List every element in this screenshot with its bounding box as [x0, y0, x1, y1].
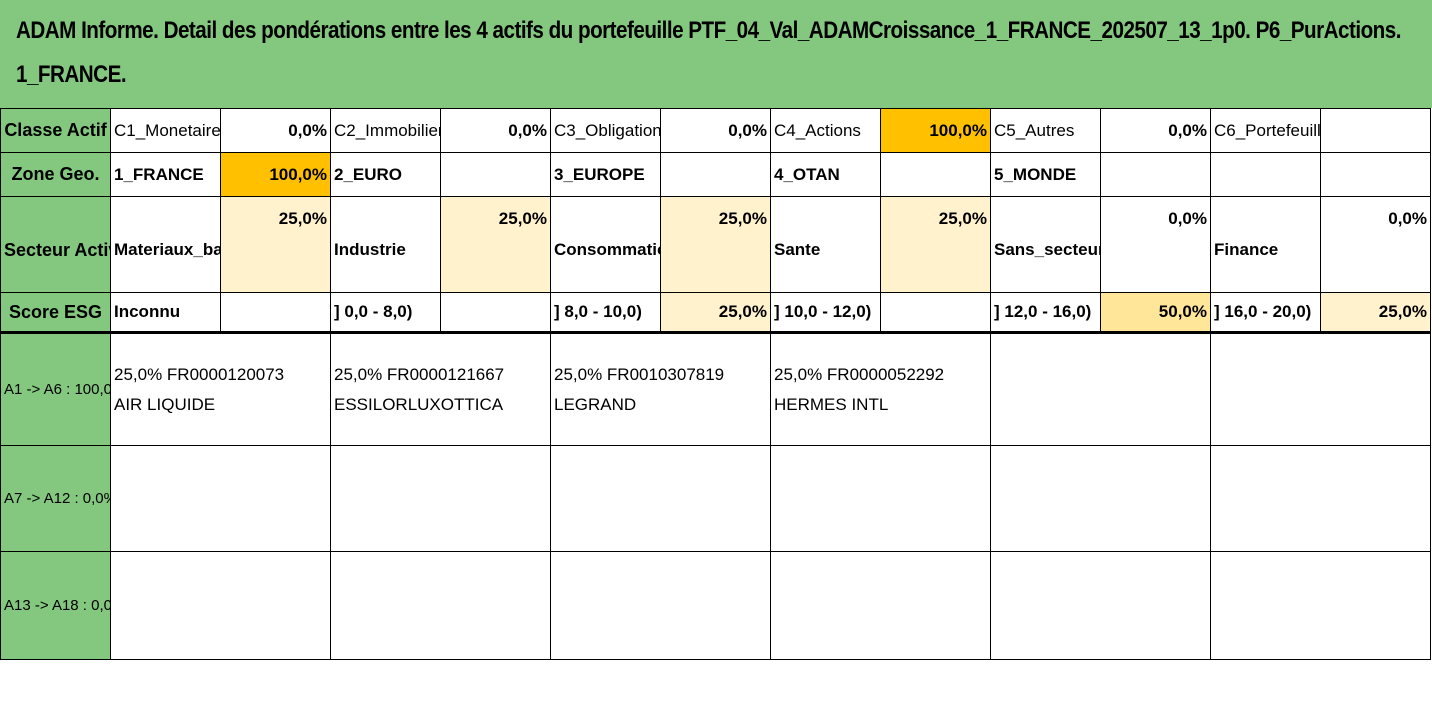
secteur-item-value: 25,0% — [880, 196, 991, 293]
zone-item-name: 3_EUROPE — [550, 152, 661, 197]
zone-item-value — [880, 152, 991, 197]
asset-cell-empty — [110, 551, 331, 660]
asset-cell: 25,0% FR0010307819 LEGRAND — [550, 331, 771, 446]
secteur-item-value: 25,0% — [440, 196, 551, 293]
asset-weight-isin: 25,0% FR0010307819 — [554, 364, 725, 384]
weights-table: Classe Actif C1_Monetaire 0,0% C2_Immobi… — [0, 108, 1431, 660]
asset-cell: 25,0% FR0000120073 AIR LIQUIDE — [110, 331, 331, 446]
zone-item-name: 2_EURO — [330, 152, 441, 197]
asset-weight-isin: 25,0% FR0000121667 — [334, 364, 505, 384]
assets-group-2-label: A7 -> A12 : 0,0% — [0, 445, 111, 552]
asset-cell: 25,0% FR0000121667 ESSILORLUXOTTICA — [330, 331, 551, 446]
asset-cell-empty — [550, 551, 771, 660]
assets-group-3-label: A13 -> A18 : 0,0% — [0, 551, 111, 660]
asset-cell: 25,0% FR0000052292 HERMES INTL — [770, 331, 991, 446]
asset-cell-empty — [770, 445, 991, 552]
secteur-item-value: 25,0% — [220, 196, 331, 293]
classe-item-value: 0,0% — [220, 108, 331, 153]
esg-item-name: ] 8,0 - 10,0) — [550, 292, 661, 333]
esg-item-value: 25,0% — [1320, 292, 1431, 333]
asset-name: ESSILORLUXOTTICA — [334, 394, 504, 414]
secteur-label: Secteur Activite — [0, 196, 111, 293]
zone-item-value — [440, 152, 551, 197]
classe-item-value: 0,0% — [660, 108, 771, 153]
secteur-item-value: 0,0% — [1320, 196, 1431, 293]
asset-cell-empty — [990, 331, 1211, 446]
assets-group-3-row: A13 -> A18 : 0,0% — [0, 551, 1431, 660]
esg-item-value: 50,0% — [1100, 292, 1211, 333]
report-title-bar: ADAM Informe. Detail des pondérations en… — [0, 0, 1432, 108]
esg-item-value — [220, 292, 331, 333]
secteur-item-name: Finance — [1210, 196, 1321, 293]
asset-cell-empty — [1210, 331, 1431, 446]
esg-item-name: ] 0,0 - 8,0) — [330, 292, 441, 333]
esg-item-name: Inconnu — [110, 292, 221, 333]
report-subtitle: 1_FRANCE. — [16, 61, 127, 88]
esg-item-name: ] 16,0 - 20,0) — [1210, 292, 1321, 333]
zone-item-value: 100,0% — [220, 152, 331, 197]
asset-cell-empty — [770, 551, 991, 660]
esg-item-name: ] 12,0 - 16,0) — [990, 292, 1101, 333]
classe-actif-row: Classe Actif C1_Monetaire 0,0% C2_Immobi… — [0, 108, 1431, 153]
secteur-item-name: Materiaux_base — [110, 196, 221, 293]
secteur-item-name: Sante — [770, 196, 881, 293]
zone-geo-label: Zone Geo. — [0, 152, 111, 197]
asset-cell-empty — [990, 551, 1211, 660]
classe-item-value: 0,0% — [440, 108, 551, 153]
zone-item-name — [1210, 152, 1321, 197]
asset-cell-empty — [1210, 551, 1431, 660]
zone-geo-row: Zone Geo. 1_FRANCE 100,0% 2_EURO 3_EUROP… — [0, 152, 1431, 197]
asset-weight-isin: 25,0% FR0000052292 — [774, 364, 945, 384]
classe-item-name: C4_Actions — [770, 108, 881, 153]
classe-actif-label: Classe Actif — [0, 108, 111, 153]
classe-item-name: C3_Obligations — [550, 108, 661, 153]
secteur-item-value: 0,0% — [1100, 196, 1211, 293]
secteur-item-name: Sans_secteur — [990, 196, 1101, 293]
asset-cell-empty — [330, 551, 551, 660]
zone-item-name: 1_FRANCE — [110, 152, 221, 197]
asset-name: LEGRAND — [554, 394, 637, 414]
classe-item-name: C6_Portefeuill — [1210, 108, 1321, 153]
asset-cell-empty — [330, 445, 551, 552]
classe-item-value: 0,0% — [1100, 108, 1211, 153]
report-title: ADAM Informe. Detail des pondérations en… — [16, 17, 1401, 44]
zone-item-value — [660, 152, 771, 197]
classe-item-name: C1_Monetaire — [110, 108, 221, 153]
zone-item-name: 4_OTAN — [770, 152, 881, 197]
classe-item-value: 100,0% — [880, 108, 991, 153]
score-esg-label: Score ESG — [0, 292, 111, 333]
asset-cell-empty — [550, 445, 771, 552]
zone-item-name: 5_MONDE — [990, 152, 1101, 197]
asset-weight-isin: 25,0% FR0000120073 — [114, 364, 285, 384]
assets-group-2-row: A7 -> A12 : 0,0% — [0, 445, 1431, 552]
zone-item-value — [1320, 152, 1431, 197]
asset-name: HERMES INTL — [774, 394, 889, 414]
secteur-item-name: Consommation_cyclique — [550, 196, 661, 293]
esg-item-name: ] 10,0 - 12,0) — [770, 292, 881, 333]
asset-cell-empty — [990, 445, 1211, 552]
secteur-item-name: Industrie — [330, 196, 441, 293]
esg-item-value — [440, 292, 551, 333]
asset-cell-empty — [1210, 445, 1431, 552]
asset-cell-empty — [110, 445, 331, 552]
classe-item-name: C2_Immobilier — [330, 108, 441, 153]
score-esg-row: Score ESG Inconnu ] 0,0 - 8,0) ] 8,0 - 1… — [0, 292, 1431, 333]
classe-item-name: C5_Autres — [990, 108, 1101, 153]
secteur-item-value: 25,0% — [660, 196, 771, 293]
esg-item-value: 25,0% — [660, 292, 771, 333]
secteur-row: Secteur Activite Materiaux_base 25,0% In… — [0, 196, 1431, 293]
asset-name: AIR LIQUIDE — [114, 394, 216, 414]
assets-group-1-row: A1 -> A6 : 100,0% 25,0% FR0000120073 AIR… — [0, 331, 1431, 446]
esg-item-value — [880, 292, 991, 333]
classe-item-value — [1320, 108, 1431, 153]
assets-group-1-label: A1 -> A6 : 100,0% — [0, 331, 111, 446]
zone-item-value — [1100, 152, 1211, 197]
